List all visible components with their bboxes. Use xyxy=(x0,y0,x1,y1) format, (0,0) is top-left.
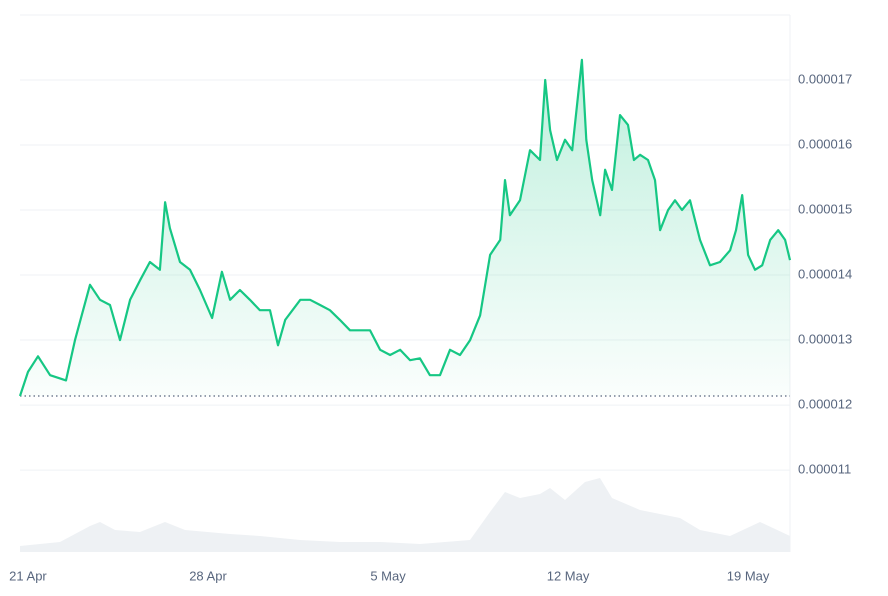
y-tick-label: 0.000014 xyxy=(798,266,852,281)
x-tick-label: 19 May xyxy=(727,568,770,583)
price-area xyxy=(20,59,790,397)
chart-layer: 0.000011 0.000012 0.000013 0.000014 0.000015… xyxy=(9,58,852,583)
y-tick-label: 0.000013 xyxy=(798,331,852,346)
x-tick-label: 12 May xyxy=(547,568,590,583)
y-tick-label: 0.000011 xyxy=(798,462,851,477)
y-tick-label: 0.000015 xyxy=(798,201,852,216)
x-tick-label: 5 May xyxy=(370,568,406,583)
y-tick-label: 0.000016 xyxy=(798,136,852,151)
y-tick-label: 0.000012 xyxy=(798,397,852,412)
x-tick-label: 28 Apr xyxy=(189,568,227,583)
volume-area xyxy=(20,478,790,552)
x-tick-label: 21 Apr xyxy=(9,568,47,583)
y-tick-label: 0.000017 xyxy=(798,71,852,86)
price-line xyxy=(18,58,792,397)
